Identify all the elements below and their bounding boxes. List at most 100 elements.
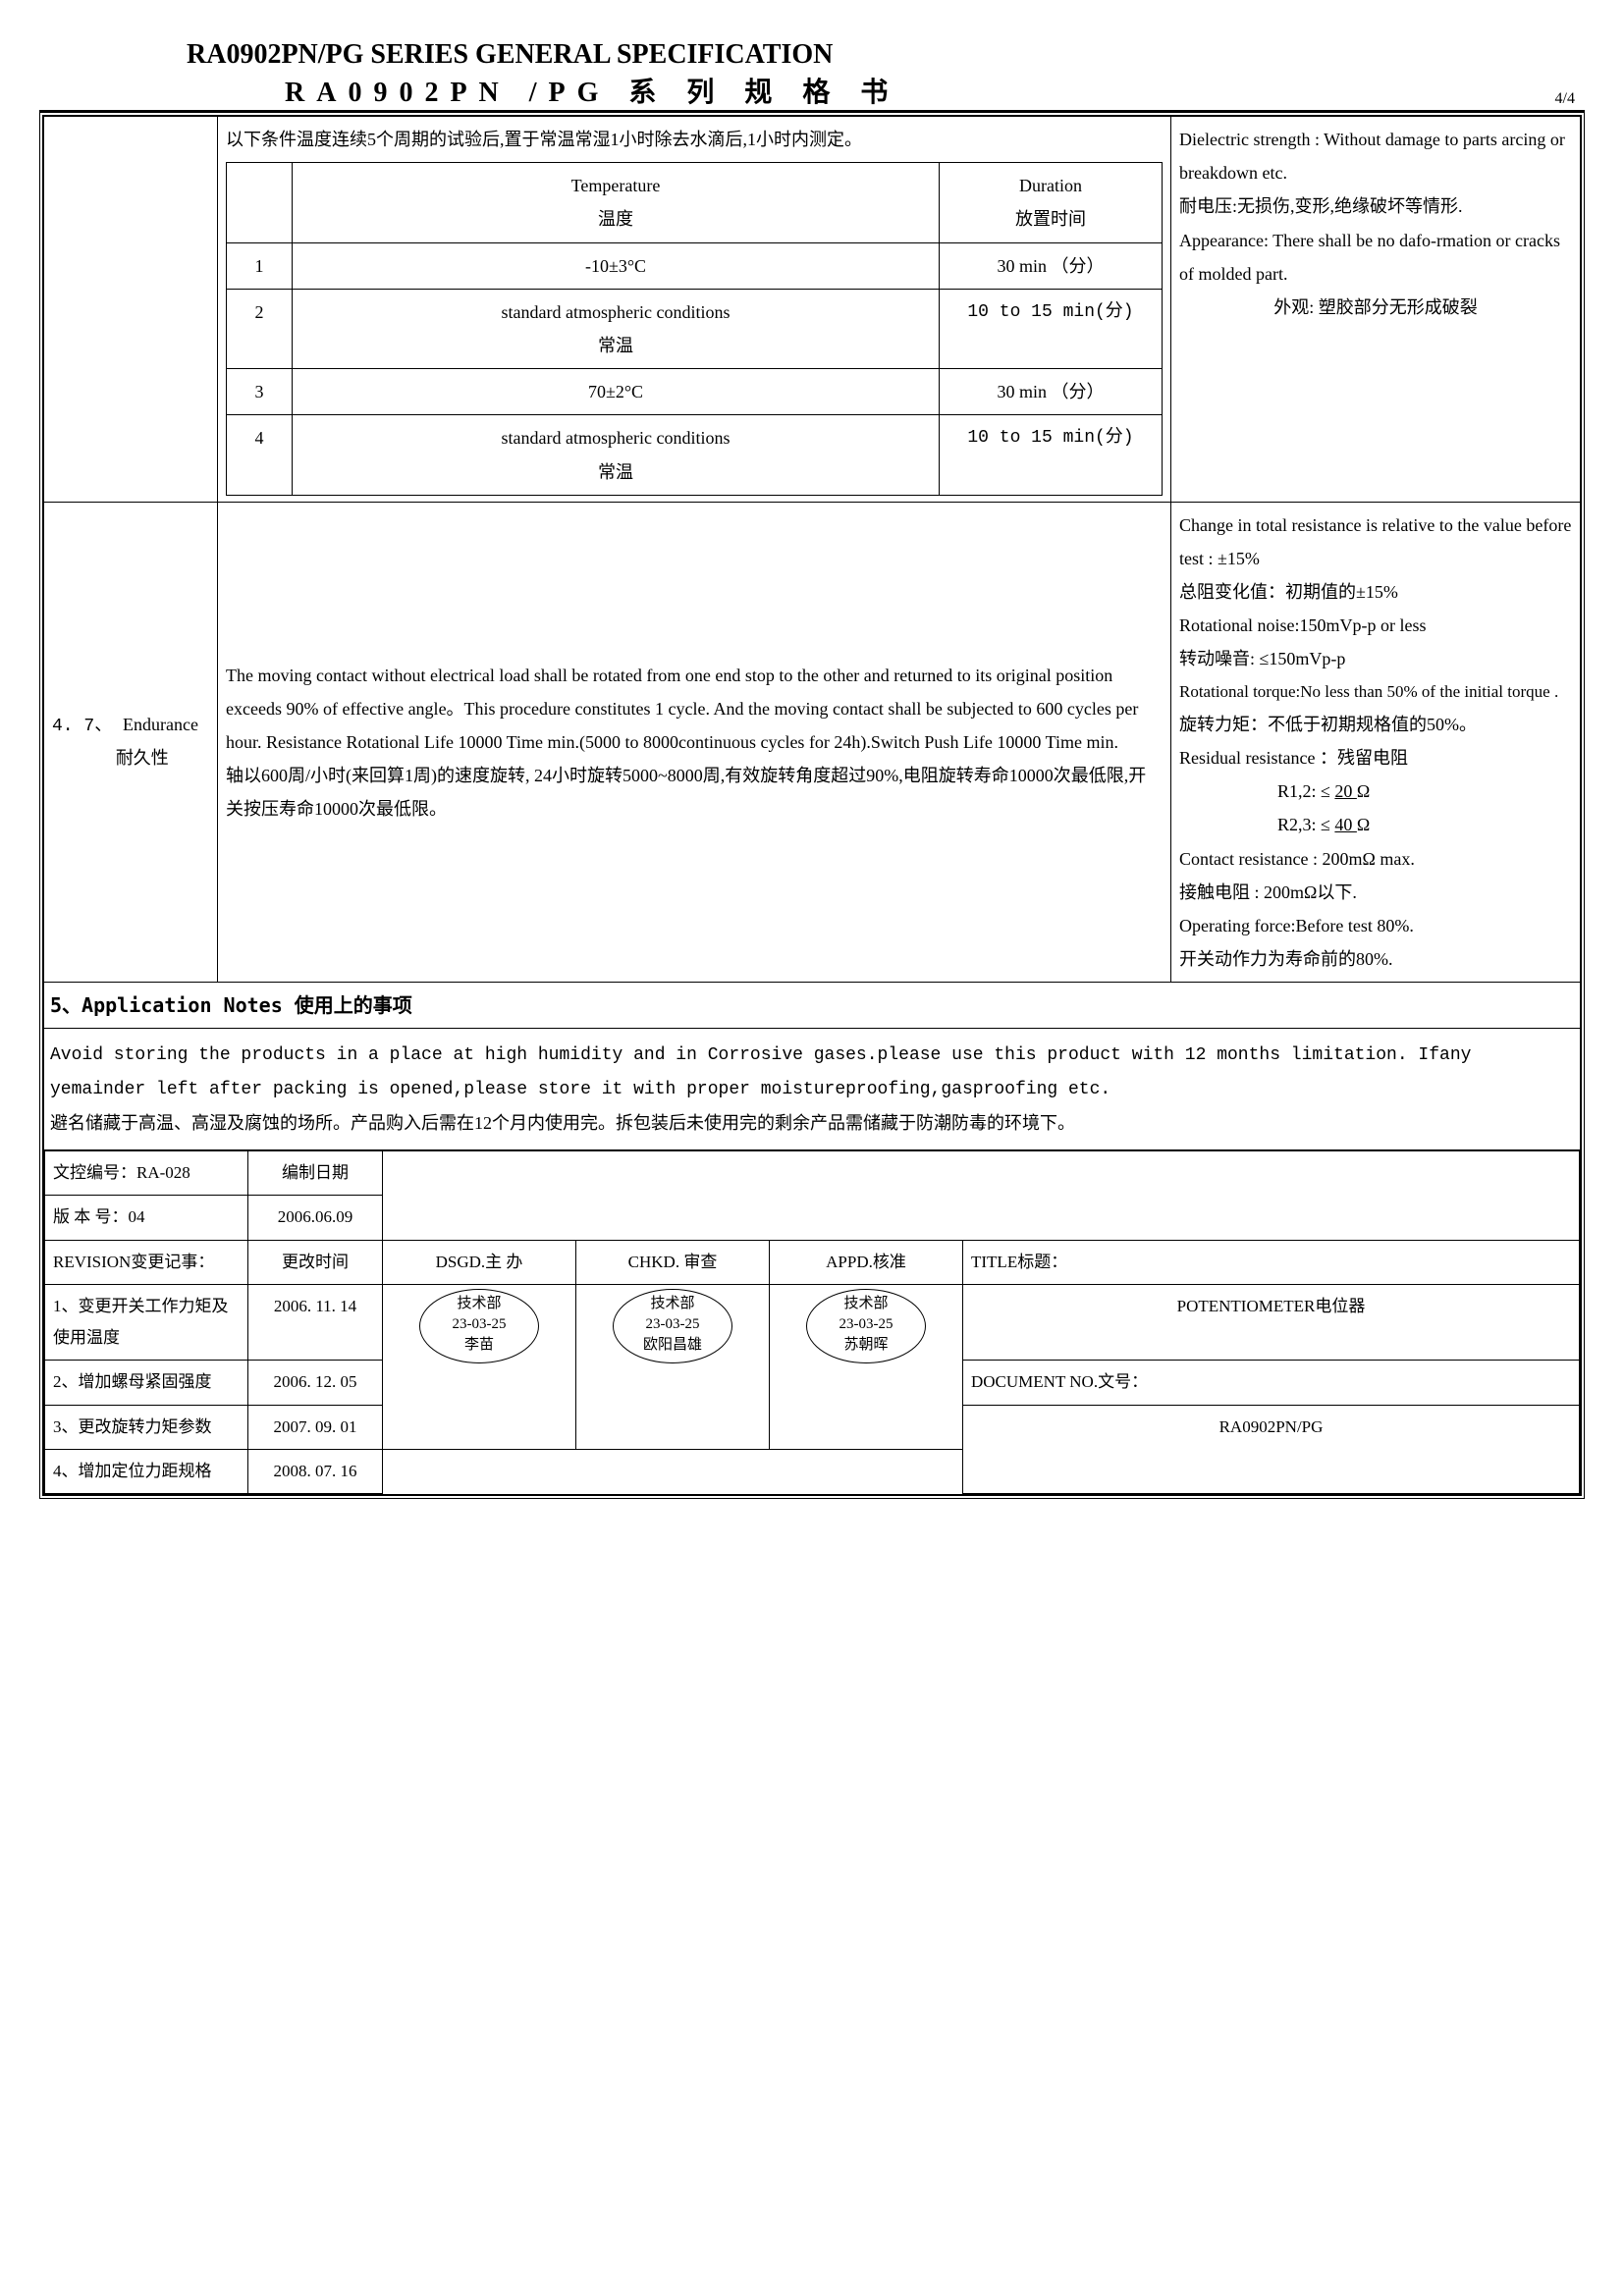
cycle-temp-en: standard atmospheric conditions [502, 428, 731, 448]
cycle-row-dur: 10 to 15 min(分) [940, 415, 1163, 495]
criteria-line: 外观: 塑胶部分无形成破裂 [1179, 291, 1572, 324]
cycle-row-temp: standard atmospheric conditions 常温 [293, 415, 940, 495]
spec-name-zh: 耐久性 [116, 750, 169, 770]
compile-date: 2006.06.09 [248, 1196, 383, 1240]
chkd-head: CHKD. 审查 [576, 1240, 770, 1284]
doc-title-zh: RA0902PN /PG 系 列 规 格 书 [285, 71, 1555, 110]
stamp-name: 李苗 [464, 1337, 494, 1353]
residual-unit: Ω [1357, 815, 1370, 834]
stamp-oval: 技术部 23-03-25 苏朝晖 [806, 1289, 926, 1363]
th-blank [227, 163, 293, 242]
revision-item: 2、增加螺母紧固强度 [45, 1361, 248, 1405]
criteria-line: Rotational noise:150mVp-p or less [1179, 609, 1572, 642]
docno-value: RA0902PN/PG [963, 1405, 1580, 1494]
spec-id-cell [44, 117, 218, 503]
stamp-name: 苏朝晖 [843, 1337, 888, 1353]
cycle-row-dur: 30 min （分） [940, 369, 1163, 415]
endurance-body-en: The moving contact without electrical lo… [226, 659, 1163, 760]
title-value: POTENTIOMETER电位器 [963, 1284, 1580, 1361]
stamp-dept: 技术部 [650, 1296, 694, 1311]
criteria-line: 总阻变化值：初期值的±15% [1179, 575, 1572, 609]
criteria-line: 接触电阻 : 200mΩ以下. [1179, 876, 1572, 909]
notes-zh: 避名储藏于高温、高湿及腐蚀的场所。产品购入后需在12个月内使用完。拆包装后未使用… [50, 1106, 1574, 1140]
revision-date: 2007. 09. 01 [248, 1405, 383, 1449]
revision-head: REVISION变更记事： [45, 1240, 248, 1284]
cycle-temp-zh: 常温 [598, 462, 633, 482]
criteria-line: 耐电压:无损伤,变形,绝缘破坏等情形. [1179, 189, 1572, 223]
footer-blank [383, 1450, 963, 1494]
temperature-cycle-table: Temperature 温度 Duration 放置时间 1 -10±3°C 3… [226, 162, 1163, 496]
spec-number: 4. 7、 [52, 717, 112, 736]
revision-time-head: 更改时间 [248, 1240, 383, 1284]
version-no: 版 本 号：04 [45, 1196, 248, 1240]
spec-criteria-cell: Dielectric strength : Without damage to … [1171, 117, 1581, 503]
cycle-row-temp: -10±3°C [293, 242, 940, 289]
stamp-oval: 技术部 23-03-25 欧阳昌雄 [613, 1289, 732, 1363]
criteria-line: Rotational torque:No less than 50% of th… [1179, 676, 1572, 708]
cycle-row-dur: 10 to 15 min(分) [940, 289, 1163, 368]
residual-r23-val: 40 [1334, 815, 1357, 834]
th-dur-zh: 放置时间 [1015, 209, 1086, 229]
section-5-heading: 5、Application Notes 使用上的事项 [44, 983, 1581, 1029]
spec-name-en: Endurance [123, 715, 198, 734]
cycle-temp-en: standard atmospheric conditions [502, 302, 731, 322]
revision-item: 4、增加定位力距规格 [45, 1450, 248, 1494]
cycle-row-num: 1 [227, 242, 293, 289]
revision-date: 2006. 12. 05 [248, 1361, 383, 1405]
application-notes: Avoid storing the products in a place at… [44, 1029, 1581, 1150]
criteria-line: R2,3: ≤ 40 Ω [1179, 808, 1572, 841]
spec-criteria-cell: Change in total resistance is relative t… [1171, 502, 1581, 983]
spec-method-cell: The moving contact without electrical lo… [218, 502, 1171, 983]
dsgd-stamp-cell: 技术部 23-03-25 李苗 [383, 1284, 576, 1449]
footer-block: 文控编号：RA-028 编制日期 版 本 号：04 2006.06.09 REV… [44, 1149, 1581, 1494]
th-dur-en: Duration [1019, 176, 1082, 195]
cycle-row-temp: 70±2°C [293, 369, 940, 415]
footer-table: 文控编号：RA-028 编制日期 版 本 号：04 2006.06.09 REV… [44, 1150, 1580, 1494]
cycle-row-dur: 30 min （分） [940, 242, 1163, 289]
dsgd-head: DSGD.主 办 [383, 1240, 576, 1284]
criteria-line: 开关动作力为寿命前的80%. [1179, 942, 1572, 976]
page-number: 4/4 [1555, 90, 1585, 110]
th-duration: Duration 放置时间 [940, 163, 1163, 242]
spec-table: 以下条件温度连续5个周期的试验后,置于常温常湿1小时除去水滴后,1小时内测定。 … [43, 116, 1581, 1495]
cycle-temp-zh: 常温 [598, 336, 633, 355]
cycle-row-num: 3 [227, 369, 293, 415]
doc-control-no: 文控编号：RA-028 [45, 1150, 248, 1195]
th-temp-en: Temperature [571, 176, 661, 195]
endurance-body-zh: 轴以600周/小时(来回算1周)的速度旋转, 24小时旋转5000~8000周,… [226, 759, 1163, 826]
spec-method-cell: 以下条件温度连续5个周期的试验后,置于常温常湿1小时除去水滴后,1小时内测定。 … [218, 117, 1171, 503]
doc-title-en: RA0902PN/PG SERIES GENERAL SPECIFICATION [39, 39, 1585, 71]
stamp-name: 欧阳昌雄 [643, 1337, 702, 1353]
revision-item: 3、更改旋转力矩参数 [45, 1405, 248, 1449]
stamp-date: 23-03-25 [839, 1316, 893, 1332]
residual-r12-label: R1,2: ≤ [1277, 781, 1334, 801]
appd-stamp-cell: 技术部 23-03-25 苏朝晖 [770, 1284, 963, 1449]
chkd-stamp-cell: 技术部 23-03-25 欧阳昌雄 [576, 1284, 770, 1449]
criteria-line: 旋转力矩：不低于初期规格值的50%。 [1179, 708, 1572, 741]
revision-date: 2006. 11. 14 [248, 1284, 383, 1361]
criteria-line: R1,2: ≤ 20 Ω [1179, 774, 1572, 808]
compile-date-label: 编制日期 [248, 1150, 383, 1195]
revision-item: 1、变更开关工作力矩及使用温度 [45, 1284, 248, 1361]
criteria-line: Appearance: There shall be no dafo-rmati… [1179, 224, 1572, 291]
cycle-row-num: 4 [227, 415, 293, 495]
stamp-dept: 技术部 [457, 1296, 501, 1311]
criteria-line: Operating force:Before test 80%. [1179, 909, 1572, 942]
th-temperature: Temperature 温度 [293, 163, 940, 242]
cycle-row-temp: standard atmospheric conditions 常温 [293, 289, 940, 368]
stamp-oval: 技术部 23-03-25 李苗 [419, 1289, 539, 1363]
residual-r23-label: R2,3: ≤ [1277, 815, 1334, 834]
residual-r12-val: 20 [1334, 781, 1357, 801]
stamp-dept: 技术部 [843, 1296, 888, 1311]
th-temp-zh: 温度 [598, 209, 633, 229]
footer-blank [383, 1150, 1580, 1240]
notes-en: Avoid storing the products in a place at… [50, 1039, 1574, 1105]
cycle-row-num: 2 [227, 289, 293, 368]
revision-date: 2008. 07. 16 [248, 1450, 383, 1494]
criteria-line: Change in total resistance is relative t… [1179, 508, 1572, 575]
docno-head: DOCUMENT NO.文号： [963, 1361, 1580, 1405]
spec-id-cell: 4. 7、 Endurance 耐久性 [44, 502, 218, 983]
cycle-intro: 以下条件温度连续5个周期的试验后,置于常温常湿1小时除去水滴后,1小时内测定。 [226, 123, 1163, 156]
appd-head: APPD.核准 [770, 1240, 963, 1284]
criteria-line: 转动噪音: ≤150mVp-p [1179, 642, 1572, 675]
